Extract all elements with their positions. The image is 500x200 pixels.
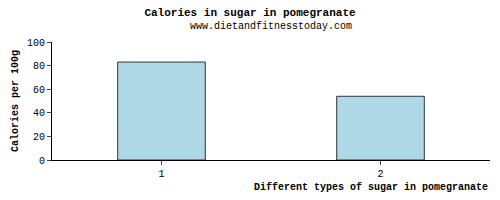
svg-text:100: 100: [27, 38, 45, 49]
svg-text:Different types of sugar in po: Different types of sugar in pomegranate: [254, 182, 488, 193]
svg-text:Calories per 100g: Calories per 100g: [10, 50, 21, 152]
svg-text:2: 2: [377, 169, 383, 180]
svg-text:60: 60: [33, 85, 45, 96]
svg-text:1: 1: [158, 169, 164, 180]
svg-text:40: 40: [33, 108, 45, 119]
svg-text:Calories in sugar in pomegrana: Calories in sugar in pomegranate: [144, 7, 356, 19]
svg-text:80: 80: [33, 61, 45, 72]
svg-text:0: 0: [39, 156, 45, 167]
svg-text:20: 20: [33, 132, 45, 143]
svg-text:www.dietandfitnesstoday.com: www.dietandfitnesstoday.com: [190, 21, 352, 32]
